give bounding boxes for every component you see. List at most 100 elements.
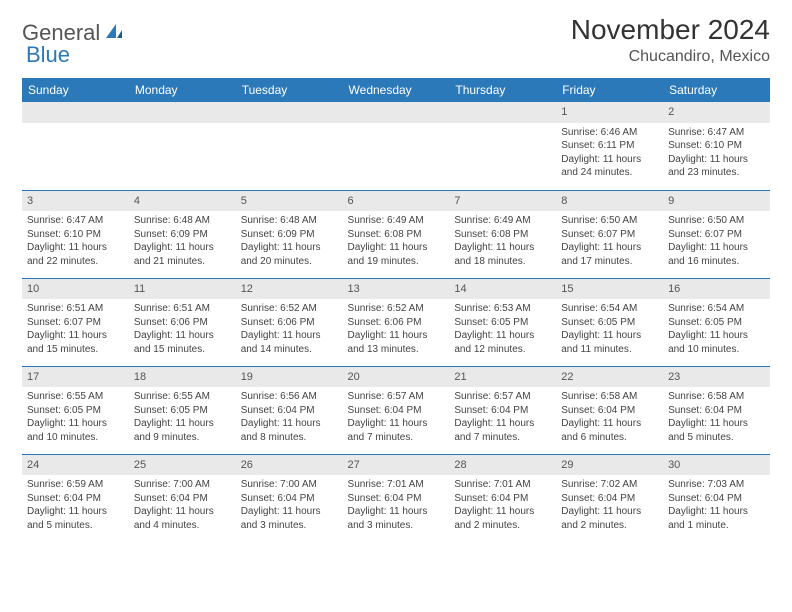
day-header: Saturday — [663, 78, 770, 102]
sunset-text: Sunset: 6:05 PM — [134, 404, 231, 418]
daylight-text: Daylight: 11 hours and 8 minutes. — [241, 417, 338, 444]
sunset-text: Sunset: 6:11 PM — [561, 139, 658, 153]
day-number: 12 — [236, 279, 343, 300]
day-number-empty — [22, 102, 129, 123]
sunset-text: Sunset: 6:04 PM — [241, 404, 338, 418]
day-content: Sunrise: 6:47 AMSunset: 6:10 PMDaylight:… — [22, 211, 129, 272]
sunrise-text: Sunrise: 6:54 AM — [668, 302, 765, 316]
day-header: Friday — [556, 78, 663, 102]
day-content: Sunrise: 6:47 AMSunset: 6:10 PMDaylight:… — [663, 123, 770, 184]
day-content: Sunrise: 6:52 AMSunset: 6:06 PMDaylight:… — [236, 299, 343, 360]
day-content: Sunrise: 6:57 AMSunset: 6:04 PMDaylight:… — [343, 387, 450, 448]
sunrise-text: Sunrise: 7:00 AM — [241, 478, 338, 492]
day-number: 15 — [556, 279, 663, 300]
sunrise-text: Sunrise: 7:01 AM — [348, 478, 445, 492]
day-content: Sunrise: 6:55 AMSunset: 6:05 PMDaylight:… — [22, 387, 129, 448]
day-content: Sunrise: 7:01 AMSunset: 6:04 PMDaylight:… — [449, 475, 556, 536]
day-number-empty — [343, 102, 450, 123]
day-number: 10 — [22, 279, 129, 300]
sunset-text: Sunset: 6:04 PM — [561, 492, 658, 506]
calendar-cell: 30Sunrise: 7:03 AMSunset: 6:04 PMDayligh… — [663, 454, 770, 542]
sail-icon — [104, 22, 124, 45]
sunset-text: Sunset: 6:06 PM — [348, 316, 445, 330]
calendar-cell: 18Sunrise: 6:55 AMSunset: 6:05 PMDayligh… — [129, 366, 236, 454]
sunrise-text: Sunrise: 6:58 AM — [668, 390, 765, 404]
sunset-text: Sunset: 6:05 PM — [27, 404, 124, 418]
daylight-text: Daylight: 11 hours and 3 minutes. — [348, 505, 445, 532]
day-content: Sunrise: 6:55 AMSunset: 6:05 PMDaylight:… — [129, 387, 236, 448]
sunrise-text: Sunrise: 6:50 AM — [561, 214, 658, 228]
day-number: 27 — [343, 455, 450, 476]
day-content: Sunrise: 6:54 AMSunset: 6:05 PMDaylight:… — [663, 299, 770, 360]
sunset-text: Sunset: 6:07 PM — [668, 228, 765, 242]
sunset-text: Sunset: 6:05 PM — [561, 316, 658, 330]
sunset-text: Sunset: 6:04 PM — [454, 492, 551, 506]
daylight-text: Daylight: 11 hours and 2 minutes. — [561, 505, 658, 532]
sunset-text: Sunset: 6:04 PM — [668, 404, 765, 418]
sunrise-text: Sunrise: 6:51 AM — [134, 302, 231, 316]
daylight-text: Daylight: 11 hours and 13 minutes. — [348, 329, 445, 356]
day-content: Sunrise: 6:56 AMSunset: 6:04 PMDaylight:… — [236, 387, 343, 448]
title-block: November 2024 Chucandiro, Mexico — [571, 14, 770, 66]
sunrise-text: Sunrise: 6:47 AM — [27, 214, 124, 228]
daylight-text: Daylight: 11 hours and 19 minutes. — [348, 241, 445, 268]
header: General November 2024 Chucandiro, Mexico — [22, 14, 770, 66]
day-content: Sunrise: 6:48 AMSunset: 6:09 PMDaylight:… — [236, 211, 343, 272]
daylight-text: Daylight: 11 hours and 20 minutes. — [241, 241, 338, 268]
calendar-cell: 23 Sunrise: 6:58 AMSunset: 6:04 PMDayligh… — [663, 366, 770, 454]
day-content: Sunrise: 6:59 AMSunset: 6:04 PMDaylight:… — [22, 475, 129, 536]
daylight-text: Daylight: 11 hours and 24 minutes. — [561, 153, 658, 180]
calendar-cell: 25Sunrise: 7:00 AMSunset: 6:04 PMDayligh… — [129, 454, 236, 542]
day-number: 29 — [556, 455, 663, 476]
day-number: 26 — [236, 455, 343, 476]
calendar-cell: 26Sunrise: 7:00 AMSunset: 6:04 PMDayligh… — [236, 454, 343, 542]
sunrise-text: Sunrise: 6:54 AM — [561, 302, 658, 316]
sunset-text: Sunset: 6:06 PM — [241, 316, 338, 330]
sunrise-text: Sunrise: 6:55 AM — [27, 390, 124, 404]
daylight-text: Daylight: 11 hours and 10 minutes. — [27, 417, 124, 444]
sunset-text: Sunset: 6:10 PM — [27, 228, 124, 242]
sunset-text: Sunset: 6:10 PM — [668, 139, 765, 153]
day-number: 2 — [663, 102, 770, 123]
calendar-cell: 9Sunrise: 6:50 AMSunset: 6:07 PMDaylight… — [663, 190, 770, 278]
daylight-text: Daylight: 11 hours and 7 minutes. — [348, 417, 445, 444]
calendar-cell — [129, 102, 236, 190]
sunset-text: Sunset: 6:04 PM — [348, 404, 445, 418]
day-content: Sunrise: 6:58 AMSunset: 6:04 PMDaylight:… — [556, 387, 663, 448]
sunrise-text: Sunrise: 6:49 AM — [454, 214, 551, 228]
sunrise-text: Sunrise: 6:53 AM — [454, 302, 551, 316]
sunset-text: Sunset: 6:05 PM — [668, 316, 765, 330]
sunset-text: Sunset: 6:06 PM — [134, 316, 231, 330]
calendar-cell: 15Sunrise: 6:54 AMSunset: 6:05 PMDayligh… — [556, 278, 663, 366]
daylight-text: Daylight: 11 hours and 9 minutes. — [134, 417, 231, 444]
sunset-text: Sunset: 6:08 PM — [348, 228, 445, 242]
day-content: Sunrise: 6:50 AMSunset: 6:07 PMDaylight:… — [663, 211, 770, 272]
calendar-cell: 29Sunrise: 7:02 AMSunset: 6:04 PMDayligh… — [556, 454, 663, 542]
sunrise-text: Sunrise: 6:48 AM — [241, 214, 338, 228]
sunset-text: Sunset: 6:04 PM — [241, 492, 338, 506]
daylight-text: Daylight: 11 hours and 17 minutes. — [561, 241, 658, 268]
page-title: November 2024 — [571, 14, 770, 46]
calendar-cell: 13Sunrise: 6:52 AMSunset: 6:06 PMDayligh… — [343, 278, 450, 366]
day-number: 30 — [663, 455, 770, 476]
calendar-cell: 5Sunrise: 6:48 AMSunset: 6:09 PMDaylight… — [236, 190, 343, 278]
sunrise-text: Sunrise: 6:59 AM — [27, 478, 124, 492]
day-content: Sunrise: 6:57 AMSunset: 6:04 PMDaylight:… — [449, 387, 556, 448]
sunset-text: Sunset: 6:04 PM — [561, 404, 658, 418]
day-header: Thursday — [449, 78, 556, 102]
day-content: Sunrise: 6:51 AMSunset: 6:06 PMDaylight:… — [129, 299, 236, 360]
calendar-cell — [449, 102, 556, 190]
calendar-cell — [22, 102, 129, 190]
daylight-text: Daylight: 11 hours and 4 minutes. — [134, 505, 231, 532]
daylight-text: Daylight: 11 hours and 5 minutes. — [668, 417, 765, 444]
day-content: Sunrise: 7:03 AMSunset: 6:04 PMDaylight:… — [663, 475, 770, 536]
calendar-row: 3Sunrise: 6:47 AMSunset: 6:10 PMDaylight… — [22, 190, 770, 278]
calendar-cell: 28Sunrise: 7:01 AMSunset: 6:04 PMDayligh… — [449, 454, 556, 542]
day-number: 23 — [663, 367, 770, 388]
calendar-cell: 27Sunrise: 7:01 AMSunset: 6:04 PMDayligh… — [343, 454, 450, 542]
calendar-row: 17Sunrise: 6:55 AMSunset: 6:05 PMDayligh… — [22, 366, 770, 454]
day-header-row: Sunday Monday Tuesday Wednesday Thursday… — [22, 78, 770, 102]
day-number: 9 — [663, 191, 770, 212]
calendar-cell — [343, 102, 450, 190]
day-number: 13 — [343, 279, 450, 300]
